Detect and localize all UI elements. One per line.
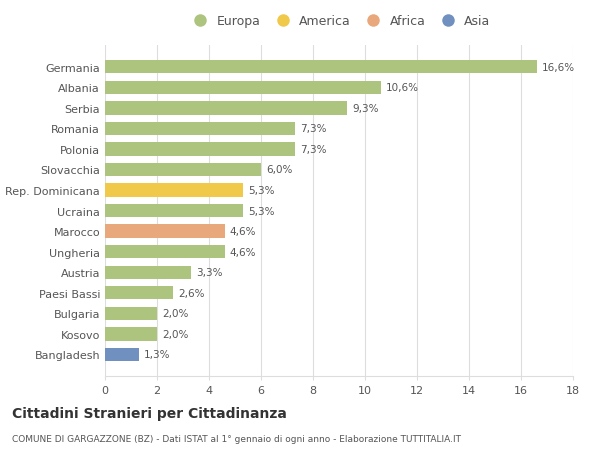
Text: 2,0%: 2,0% <box>162 329 188 339</box>
Text: Cittadini Stranieri per Cittadinanza: Cittadini Stranieri per Cittadinanza <box>12 406 287 420</box>
Text: 4,6%: 4,6% <box>230 247 256 257</box>
Bar <box>105 184 243 197</box>
Bar <box>105 61 536 74</box>
Text: 2,0%: 2,0% <box>162 309 188 319</box>
Text: 9,3%: 9,3% <box>352 104 379 113</box>
Bar <box>105 204 243 218</box>
Bar <box>105 102 347 115</box>
Text: 16,6%: 16,6% <box>542 62 575 73</box>
Bar <box>105 246 224 259</box>
Bar <box>105 266 191 280</box>
Bar <box>105 286 173 300</box>
Text: 2,6%: 2,6% <box>178 288 204 298</box>
Bar <box>105 143 295 156</box>
Bar <box>105 81 380 95</box>
Text: 10,6%: 10,6% <box>386 83 419 93</box>
Text: 5,3%: 5,3% <box>248 185 275 196</box>
Text: 1,3%: 1,3% <box>144 350 170 360</box>
Bar <box>105 123 295 136</box>
Text: 5,3%: 5,3% <box>248 206 275 216</box>
Text: 3,3%: 3,3% <box>196 268 223 278</box>
Legend: Europa, America, Africa, Asia: Europa, America, Africa, Asia <box>182 10 496 33</box>
Text: 6,0%: 6,0% <box>266 165 293 175</box>
Bar <box>105 348 139 361</box>
Text: 4,6%: 4,6% <box>230 227 256 237</box>
Bar <box>105 307 157 320</box>
Text: 7,3%: 7,3% <box>300 145 326 155</box>
Bar <box>105 328 157 341</box>
Bar <box>105 225 224 238</box>
Text: COMUNE DI GARGAZZONE (BZ) - Dati ISTAT al 1° gennaio di ogni anno - Elaborazione: COMUNE DI GARGAZZONE (BZ) - Dati ISTAT a… <box>12 434 461 443</box>
Text: 7,3%: 7,3% <box>300 124 326 134</box>
Bar <box>105 163 261 177</box>
